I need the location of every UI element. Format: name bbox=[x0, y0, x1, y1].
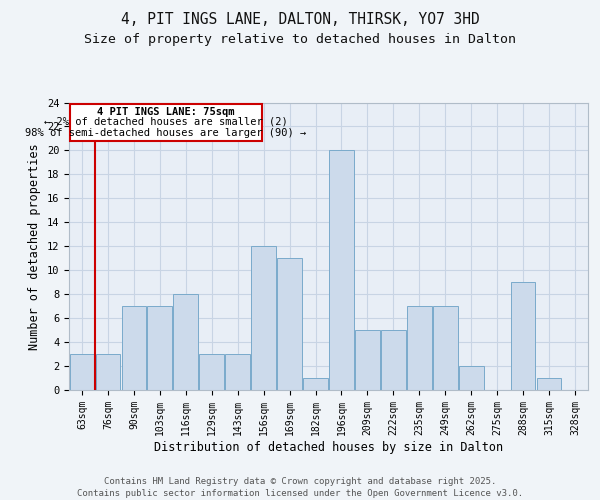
Bar bbox=[511, 282, 535, 390]
Bar bbox=[537, 378, 562, 390]
Text: Size of property relative to detached houses in Dalton: Size of property relative to detached ho… bbox=[84, 32, 516, 46]
Text: 4, PIT INGS LANE, DALTON, THIRSK, YO7 3HD: 4, PIT INGS LANE, DALTON, THIRSK, YO7 3H… bbox=[121, 12, 479, 28]
Bar bbox=[277, 258, 302, 390]
Bar bbox=[355, 330, 380, 390]
Bar bbox=[122, 306, 146, 390]
Bar bbox=[459, 366, 484, 390]
Bar bbox=[303, 378, 328, 390]
Y-axis label: Number of detached properties: Number of detached properties bbox=[28, 143, 41, 350]
FancyBboxPatch shape bbox=[70, 104, 262, 141]
Text: 4 PIT INGS LANE: 75sqm: 4 PIT INGS LANE: 75sqm bbox=[97, 106, 234, 117]
Text: Contains HM Land Registry data © Crown copyright and database right 2025.
Contai: Contains HM Land Registry data © Crown c… bbox=[77, 476, 523, 498]
Bar bbox=[199, 354, 224, 390]
Bar bbox=[95, 354, 120, 390]
Bar bbox=[173, 294, 198, 390]
Bar bbox=[433, 306, 458, 390]
Bar bbox=[148, 306, 172, 390]
Bar bbox=[251, 246, 276, 390]
X-axis label: Distribution of detached houses by size in Dalton: Distribution of detached houses by size … bbox=[154, 440, 503, 454]
Bar bbox=[381, 330, 406, 390]
Bar bbox=[226, 354, 250, 390]
Bar bbox=[70, 354, 94, 390]
Text: ← 2% of detached houses are smaller (2): ← 2% of detached houses are smaller (2) bbox=[44, 117, 287, 127]
Text: 98% of semi-detached houses are larger (90) →: 98% of semi-detached houses are larger (… bbox=[25, 128, 306, 138]
Bar bbox=[329, 150, 354, 390]
Bar bbox=[407, 306, 431, 390]
